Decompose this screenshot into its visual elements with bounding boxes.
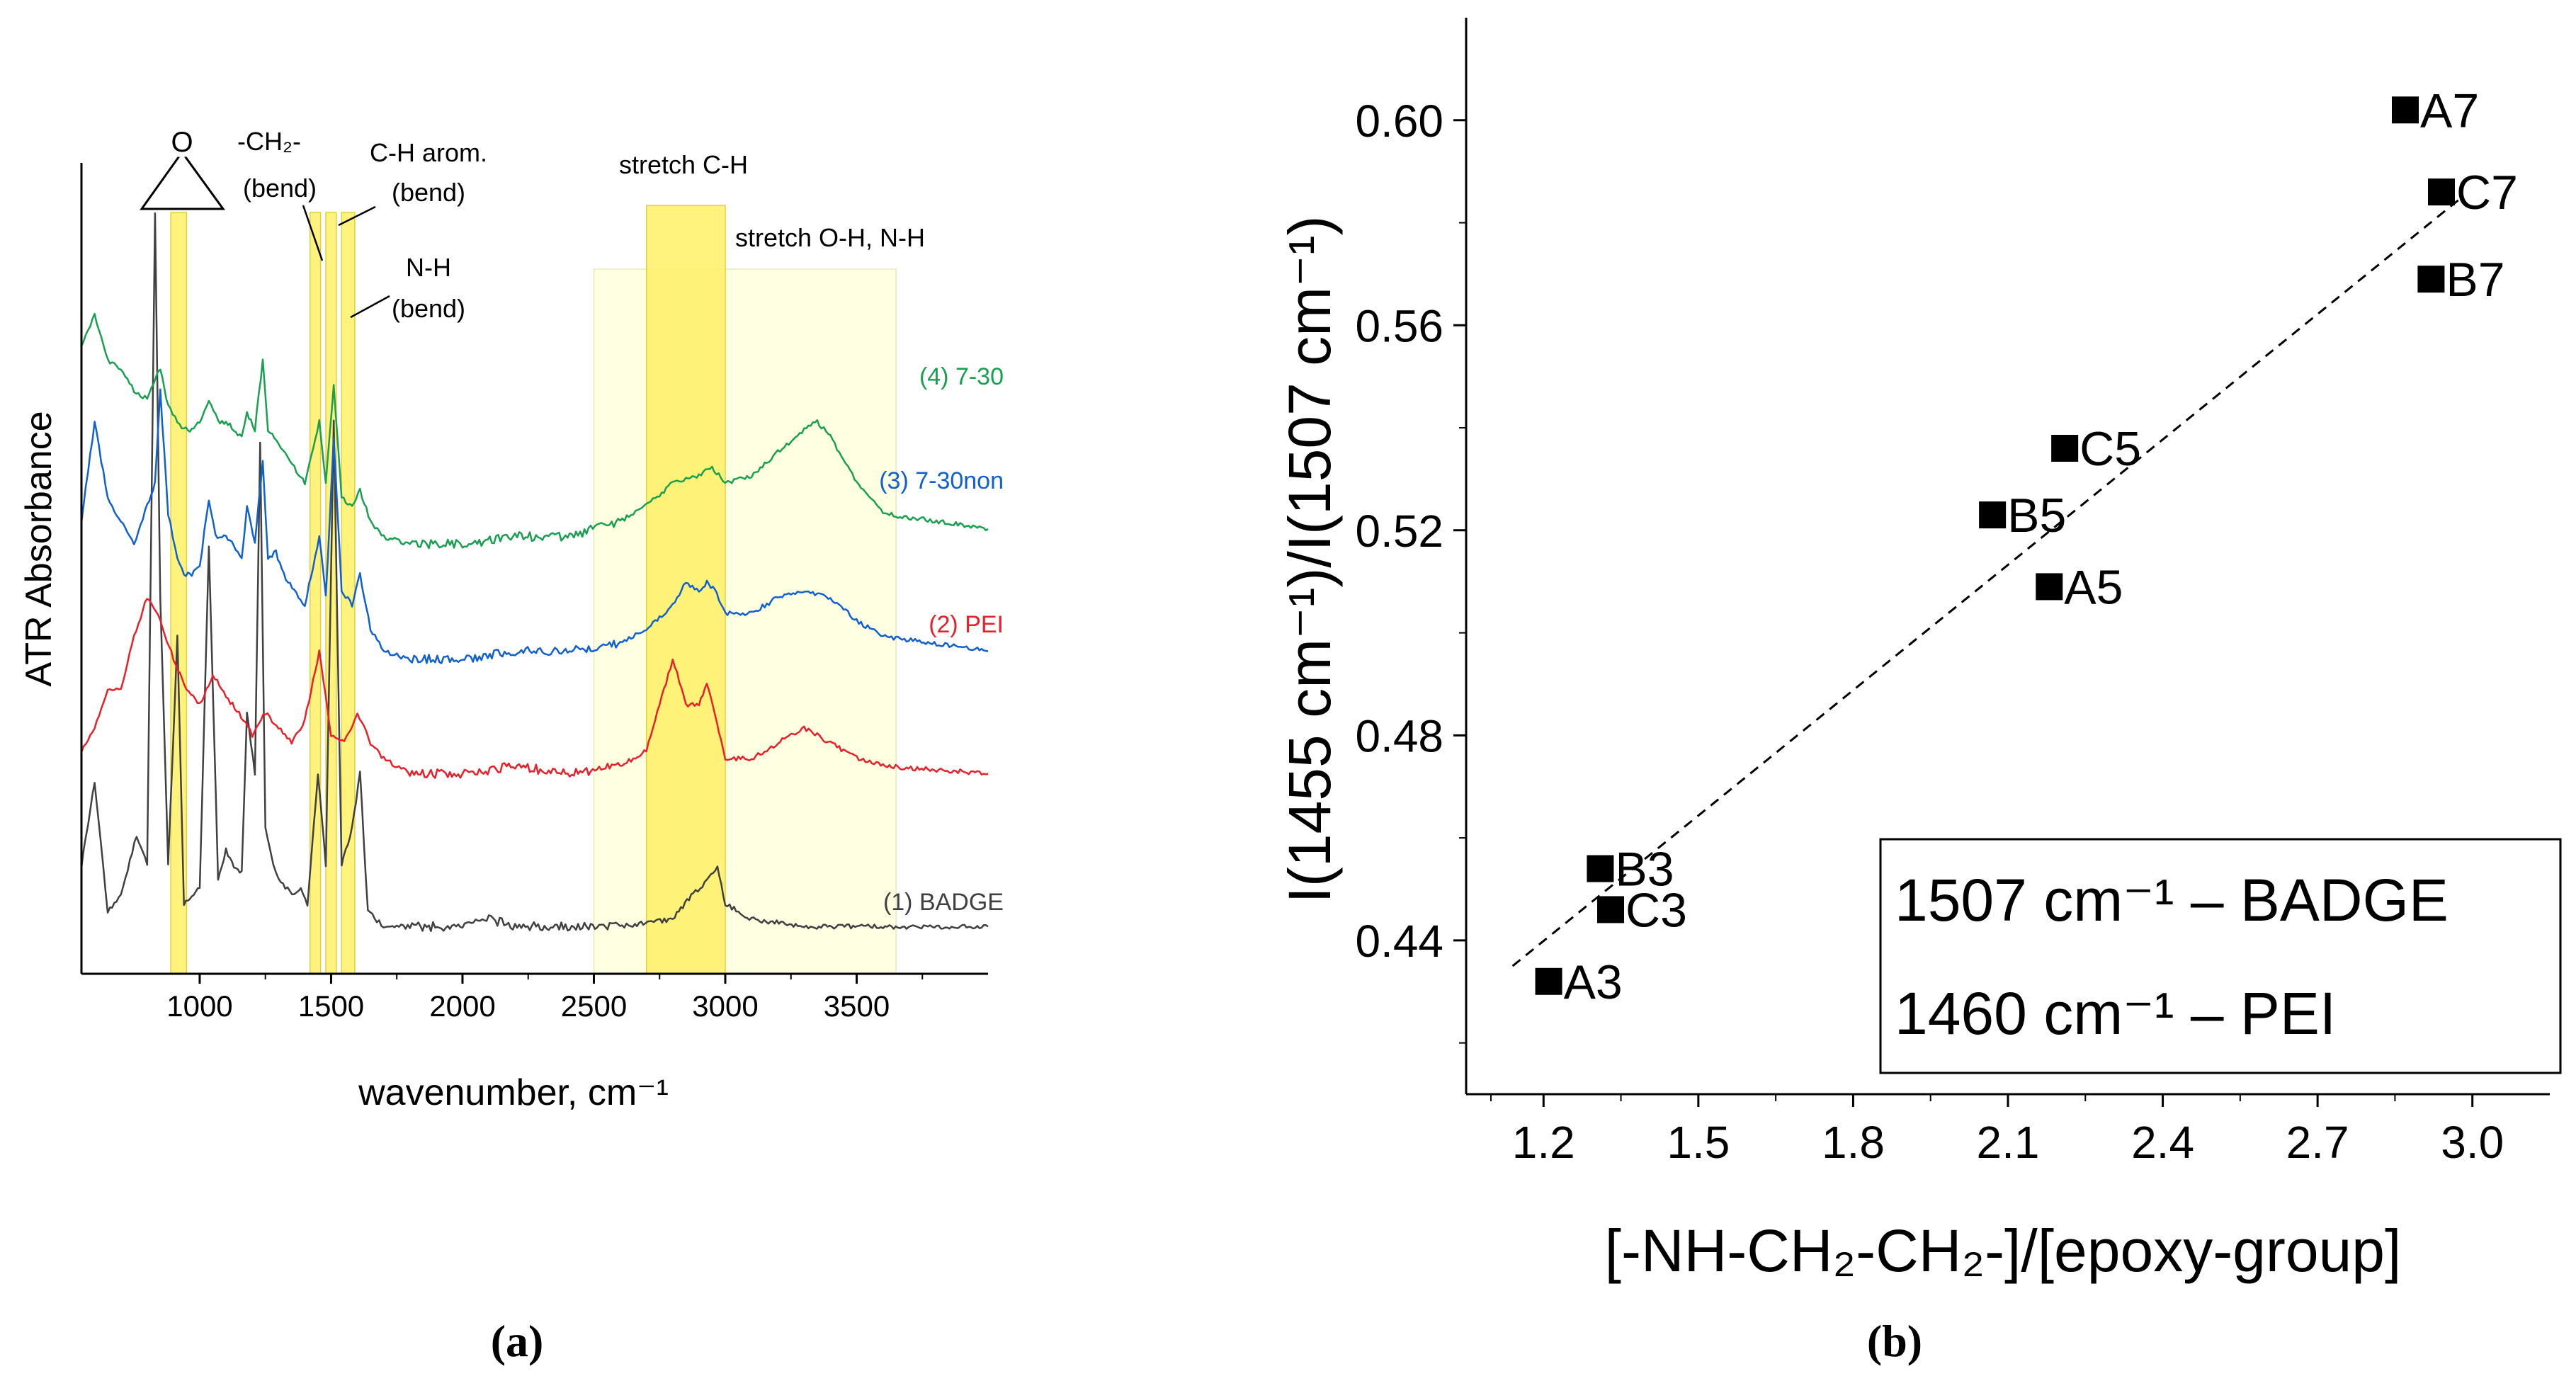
y-tick-label: 0.44 <box>1355 916 1443 967</box>
data-point-b5 <box>1979 501 2007 529</box>
epoxide-oxygen-label: O <box>171 127 193 158</box>
data-point-label: C7 <box>2456 166 2518 220</box>
legend-frame <box>1879 838 2562 1074</box>
x-tick-label: 2000 <box>429 989 495 1023</box>
data-point-a7 <box>2392 96 2419 124</box>
data-point-a3 <box>1535 967 1562 995</box>
x-tick-label: 3000 <box>692 989 758 1023</box>
x-tick-label: 1.5 <box>1667 1117 1730 1168</box>
annotation-ch-arom-leader <box>338 205 376 227</box>
x-tick-label: 2.4 <box>2131 1117 2194 1168</box>
data-point-label: C3 <box>1625 883 1687 937</box>
annotation-ch-arom: C-H arom. <box>370 138 487 167</box>
x-axis-label: [-NH-CH₂-CH₂-]/[epoxy-group] <box>1605 1217 2402 1284</box>
x-tick-label: 1.2 <box>1512 1117 1575 1168</box>
data-point-label: C5 <box>2079 422 2141 476</box>
annotation-ch-arom-bend: (bend) <box>392 178 465 207</box>
annotation-nh-leader <box>350 295 390 319</box>
x-tick-label: 2500 <box>561 989 627 1023</box>
band-annotations: -CH₂- (bend) C-H arom. (bend) N-H (bend)… <box>237 127 925 323</box>
data-point-label: B7 <box>2446 253 2504 307</box>
annotation-stretch-ch: stretch C-H <box>619 150 748 179</box>
annotation-nh: N-H <box>406 253 451 282</box>
panel-b-label: (b) <box>1867 1316 1922 1366</box>
highlight-band <box>593 268 897 974</box>
x-tick-label: 3500 <box>824 989 890 1023</box>
x-tick-label: 2.1 <box>1977 1117 2040 1168</box>
data-point-label: A5 <box>2064 560 2123 614</box>
data-point-a5 <box>2036 573 2063 601</box>
y-axis-label: ATR Absorbance <box>18 411 59 686</box>
x-axis-label: wavenumber, cm⁻¹ <box>358 1072 669 1113</box>
y-tick-label: 0.52 <box>1355 506 1443 557</box>
data-point-c3 <box>1597 896 1624 923</box>
annotation-ch2-leader <box>302 205 324 261</box>
x-tick-label: 1500 <box>298 989 364 1023</box>
highlight-band <box>645 205 726 974</box>
legend-box: 1507 cm⁻¹ – BADGE 1460 cm⁻¹ – PEI <box>1879 838 2562 1074</box>
spectra-lines <box>80 212 989 932</box>
x-tick-label: 3.0 <box>2441 1117 2504 1168</box>
data-point-label: A3 <box>1564 955 1623 1009</box>
annotation-ch2: -CH₂- <box>237 127 301 156</box>
data-point-b7 <box>2417 266 2445 293</box>
annotation-nh-bend: (bend) <box>392 294 465 323</box>
series-label: (3) 7-30non <box>879 467 1004 494</box>
annotation-stretch-oh-nh: stretch O-H, N-H <box>735 223 925 252</box>
x-tick-label: 1.8 <box>1822 1117 1885 1168</box>
x-ticks: 1.2 1.5 1.8 2.1 2.4 2.7 3.0 <box>1490 1094 2504 1168</box>
x-ticks: 1000 1500 2000 2500 3000 3500 <box>166 974 924 1023</box>
y-ticks: 0.44 0.48 0.52 0.56 0.60 <box>1355 96 1466 1044</box>
series-labels: (1) BADGE (2) PEI (3) 7-30non (4) 7-30 <box>879 363 1004 916</box>
x-tick-label: 1000 <box>166 989 232 1023</box>
epoxide-ring-icon: O <box>140 126 225 210</box>
highlight-band <box>170 212 188 974</box>
data-point-c5 <box>2051 435 2079 462</box>
spectrum-line <box>80 388 989 664</box>
panel-a-ftir-spectra: 1000 1500 2000 2500 3000 3500 O -CH₂- (bend) … <box>18 126 1004 1366</box>
data-point-label: B3 <box>1615 843 1674 897</box>
series-label: (4) 7-30 <box>919 363 1004 390</box>
series-label: (1) BADGE <box>883 889 1004 916</box>
y-tick-label: 0.60 <box>1355 96 1443 147</box>
panel-b-ratio-plot: 1.2 1.5 1.8 2.1 2.4 2.7 3.0 0.440.480.520.560.… <box>1276 18 2562 1366</box>
annotation-ch2-bend: (bend) <box>243 174 317 203</box>
legend-line-badge: 1507 cm⁻¹ – BADGE <box>1895 867 2449 933</box>
highlight-bands <box>170 205 897 974</box>
data-point-c7 <box>2428 178 2455 206</box>
spectrum-line <box>80 598 989 779</box>
y-tick-label: 0.56 <box>1355 300 1443 351</box>
spectrum-line <box>80 212 989 932</box>
legend-line-pei: 1460 cm⁻¹ – PEI <box>1895 980 2336 1047</box>
x-tick-label: 2.7 <box>2286 1117 2349 1168</box>
panel-a-label: (a) <box>491 1316 544 1366</box>
spectrum-line <box>80 312 989 550</box>
data-point-b3 <box>1587 855 1614 882</box>
data-point-label: B5 <box>2007 489 2066 542</box>
y-axis-label: I(1455 cm⁻¹)/I(1507 cm⁻¹) <box>1276 216 1343 904</box>
y-tick-label: 0.48 <box>1355 710 1443 761</box>
data-point-label: A7 <box>2420 84 2479 137</box>
series-label: (2) PEI <box>929 611 1004 638</box>
